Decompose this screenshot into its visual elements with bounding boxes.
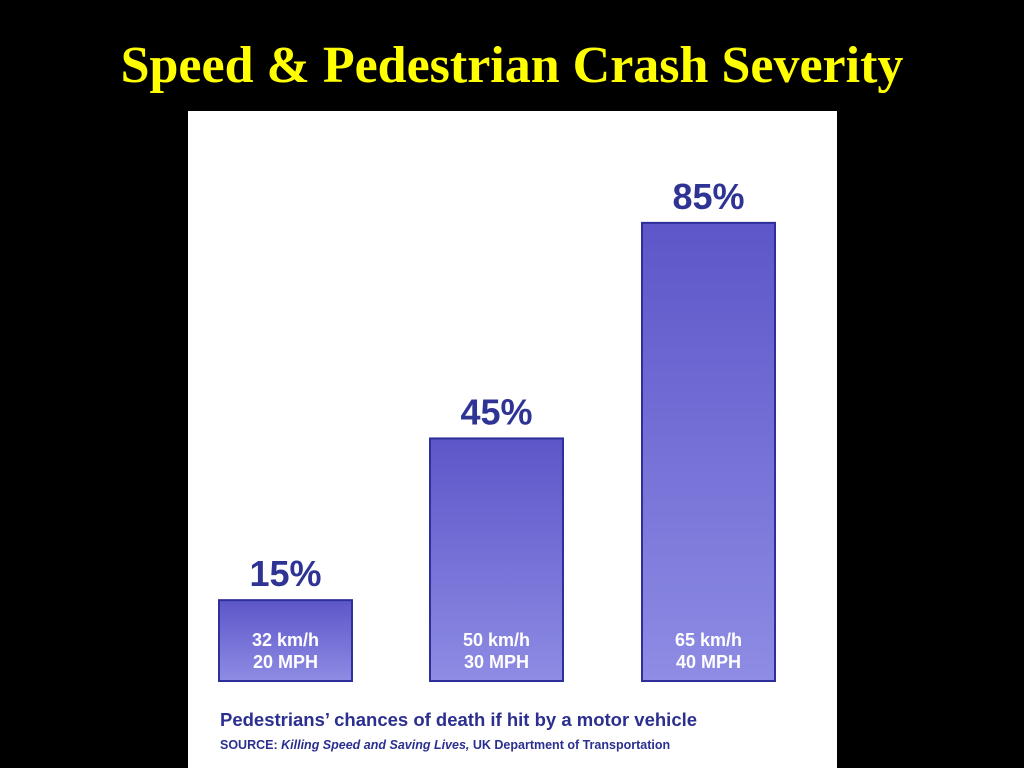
source-prefix: SOURCE: xyxy=(220,738,278,752)
bar-speed-kmh-2: 50 km/h xyxy=(463,630,530,650)
bar-value-label-1: 15% xyxy=(249,553,321,594)
chart-figure: 15% 32 km/h 20 MPH 45% 50 km/h 30 MPH 85% 65 km… xyxy=(188,111,837,768)
bar-value-label-2: 45% xyxy=(460,391,532,432)
bar-speed-mph-3: 40 MPH xyxy=(676,652,741,672)
chart-source: SOURCE: Killing Speed and Saving Lives, … xyxy=(220,737,820,753)
chart-caption: Pedestrians’ chances of death if hit by … xyxy=(220,709,698,730)
bar-speed-kmh-1: 32 km/h xyxy=(252,630,319,650)
bar-speed-mph-1: 20 MPH xyxy=(253,652,318,672)
bar-speed-mph-2: 30 MPH xyxy=(464,652,529,672)
slide-title: Speed & Pedestrian Crash Severity xyxy=(120,37,904,94)
bar-value-label-3: 85% xyxy=(672,176,744,217)
bar-speed-kmh-3: 65 km/h xyxy=(675,630,742,650)
source-title: Killing Speed and Saving Lives, xyxy=(281,738,470,752)
bar-2 xyxy=(429,437,564,683)
source-org: UK Department of Transportation xyxy=(472,738,671,752)
bar-chart: 15% 32 km/h20 MPH 45% 50 km/h30 MPH 85% 65 km… xyxy=(218,176,776,683)
bar-3 xyxy=(641,221,776,682)
bar-1 xyxy=(218,599,353,682)
